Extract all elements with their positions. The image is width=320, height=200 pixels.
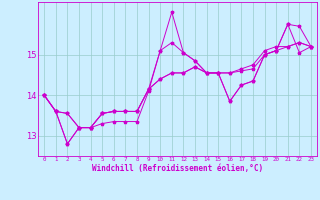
X-axis label: Windchill (Refroidissement éolien,°C): Windchill (Refroidissement éolien,°C) — [92, 164, 263, 173]
